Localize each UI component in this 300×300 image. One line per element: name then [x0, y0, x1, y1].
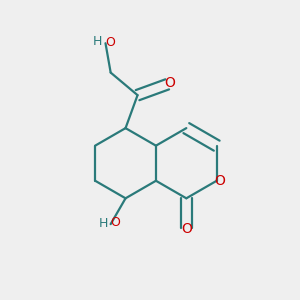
Text: O: O — [181, 222, 192, 236]
Text: H: H — [93, 35, 102, 48]
Text: O: O — [214, 174, 226, 188]
Text: H: H — [98, 217, 108, 230]
Text: O: O — [106, 36, 116, 49]
Text: O: O — [111, 216, 121, 230]
Text: O: O — [164, 76, 175, 90]
